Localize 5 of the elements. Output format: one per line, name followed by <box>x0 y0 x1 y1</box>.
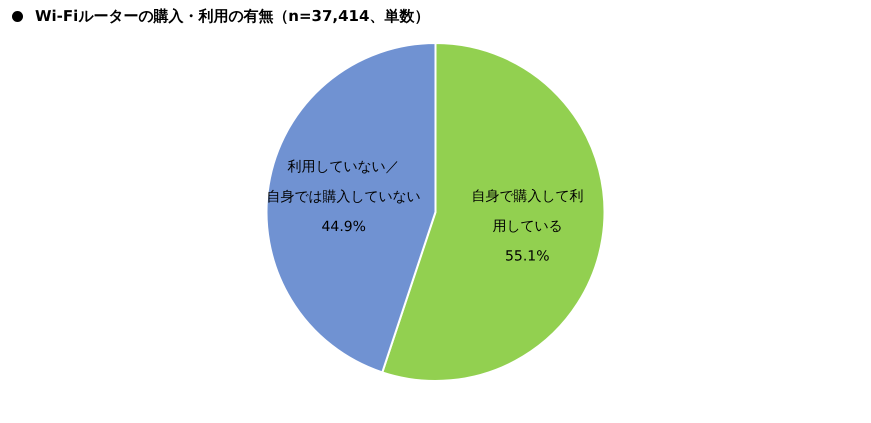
slice-label: 利用していない／自身では購入していない <box>266 158 421 205</box>
data-label: 55.1% <box>505 248 550 264</box>
data-label: 44.9% <box>322 218 366 235</box>
chart-title: Wi-Fiルーターの購入・利用の有無（n=37,414、単数） <box>35 7 430 26</box>
slice-label: 自身で購入して利用している <box>471 188 584 234</box>
